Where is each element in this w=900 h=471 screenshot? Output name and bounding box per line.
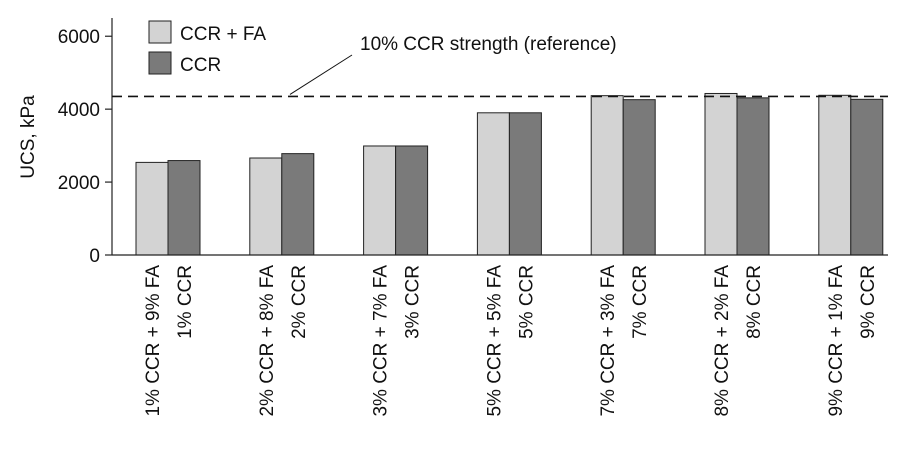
category-label: 5% CCR + 5% FA [484, 265, 505, 417]
chart-marks [135, 92, 884, 256]
category-label: 2% CCR [289, 265, 310, 339]
category-label: 1% CCR + 9% FA [143, 265, 164, 417]
reference-line-label: 10% CCR strength (reference) [360, 34, 617, 55]
bar-ccr-fa [590, 95, 624, 256]
bar-ccr [508, 112, 542, 256]
category-label: 2% CCR + 8% FA [257, 265, 278, 417]
reference-line-group: 10% CCR strength (reference) [112, 34, 888, 98]
category-label: 9% CCR [858, 265, 879, 339]
x-axis-category-labels: 1% CCR + 9% FA 1% CCR 2% CCR + 8% FA 2% CCR… [143, 265, 879, 417]
y-axis-ticks: 0 2000 4000 6000 [58, 27, 112, 267]
legend-label-ccr: CCR [180, 55, 221, 76]
category-label: 3% CCR [403, 265, 424, 339]
bar-ccr-fa [249, 157, 283, 256]
bar-ccr [281, 153, 315, 256]
y-tick-label: 2000 [58, 173, 100, 194]
y-tick-label: 4000 [58, 100, 100, 121]
bar-ccr-fa [476, 112, 510, 256]
legend: CCR + FA CCR [148, 20, 266, 76]
bar-ccr-fa [704, 92, 738, 256]
category-label: 7% CCR + 3% FA [598, 265, 619, 417]
legend-swatch-ccr-fa [148, 20, 172, 44]
bar-ccr [167, 160, 201, 256]
bar-ccr [850, 98, 884, 256]
bar-ccr-fa [135, 161, 169, 256]
category-label: 5% CCR [516, 265, 537, 339]
bar-ccr-fa [363, 145, 397, 256]
category-label: 3% CCR + 7% FA [371, 265, 392, 417]
bar-ccr [736, 97, 770, 256]
legend-swatch-ccr [148, 51, 172, 75]
category-label: 1% CCR [175, 265, 196, 339]
category-label: 8% CCR [744, 265, 765, 339]
y-axis-title: UCS, kPa [18, 95, 39, 179]
y-tick-label: 0 [89, 246, 100, 267]
bar-ccr-fa [818, 94, 852, 256]
y-tick-label: 6000 [58, 27, 100, 48]
reference-leader-line [289, 54, 353, 95]
category-label: 8% CCR + 2% FA [712, 265, 733, 417]
bar-ccr [622, 99, 656, 256]
legend-label-ccr-fa: CCR + FA [180, 24, 266, 45]
category-label: 7% CCR [630, 265, 651, 339]
category-label: 9% CCR + 1% FA [826, 265, 847, 417]
bar-ccr [395, 145, 429, 256]
